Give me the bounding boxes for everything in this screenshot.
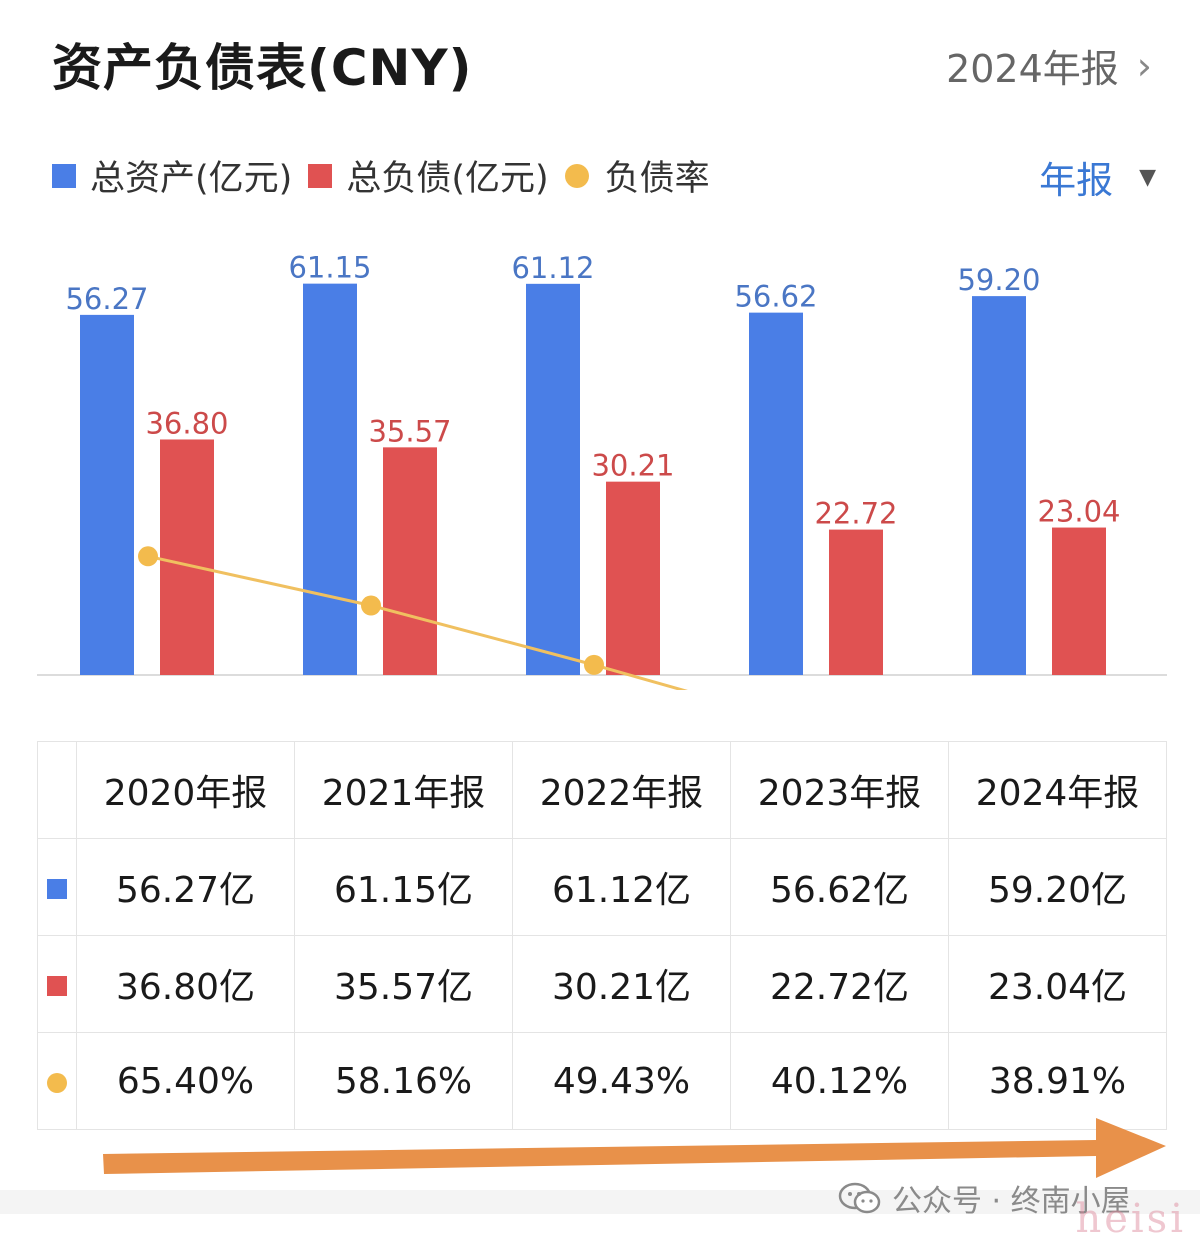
data-label-assets: 61.12 [511, 251, 594, 285]
data-label-liabilities: 22.72 [814, 497, 897, 531]
point-debt-ratio [361, 595, 381, 616]
point-debt-ratio [584, 654, 604, 675]
data-label-liabilities: 23.04 [1037, 495, 1120, 529]
frequency-dropdown[interactable]: 年报 ▼ [1039, 150, 1156, 204]
table-row: 65.40% 58.16% 49.43% 40.12% 38.91% [37, 1032, 1167, 1130]
chart-legend: 总资产(亿元) 总负债(亿元) 负债率 [52, 150, 726, 201]
table-header: 2021年报 [294, 741, 513, 839]
period-selector[interactable]: 2024年报 › [946, 38, 1152, 93]
source-watermark: 公众号 · 终南小屋 [838, 1176, 1131, 1220]
data-label-liabilities: 36.80 [145, 406, 228, 440]
dot-marker-icon [47, 1072, 67, 1093]
table-row: 36.80亿 35.57亿 30.21亿 22.72亿 23.04亿 [37, 935, 1167, 1033]
bar-liabilities [383, 447, 437, 675]
legend-item-debt-ratio[interactable]: 负债率 [564, 150, 710, 201]
table-header: 2023年报 [730, 741, 949, 839]
table-cell: 35.57亿 [294, 935, 513, 1033]
table-cell: 36.80亿 [76, 935, 295, 1033]
table-cell: 59.20亿 [948, 838, 1167, 936]
table-cell: 56.62亿 [730, 838, 949, 936]
row-marker-assets [37, 838, 77, 936]
table-header: 2024年报 [948, 741, 1167, 839]
chevron-right-icon: › [1136, 43, 1152, 88]
legend-item-liabilities[interactable]: 总负债(亿元) [308, 150, 549, 201]
table-cell: 30.21亿 [512, 935, 731, 1033]
legend-label-liabilities: 总负债(亿元) [346, 159, 549, 199]
wechat-icon [838, 1182, 881, 1214]
data-table: 2020年报 2021年报 2022年报 2023年报 2024年报 56.27… [37, 741, 1167, 1130]
bar-liabilities [829, 529, 883, 675]
point-debt-ratio [138, 546, 158, 567]
bar-liabilities [1052, 527, 1106, 675]
table-corner-cell [37, 741, 77, 839]
data-label-assets: 56.27 [65, 282, 148, 316]
bar-liabilities [606, 481, 660, 675]
source-text: 公众号 · 终南小屋 [892, 1184, 1131, 1219]
table-cell: 40.12% [730, 1032, 949, 1130]
legend-label-debt-ratio: 负债率 [604, 159, 710, 199]
page-title: 资产负债表(CNY) [52, 39, 473, 97]
legend-swatch-liabilities [308, 163, 333, 188]
legend-label-assets: 总资产(亿元) [90, 159, 293, 199]
bar-assets [526, 283, 580, 675]
table-header-row: 2020年报 2021年报 2022年报 2023年报 2024年报 [37, 741, 1167, 839]
data-label-assets: 56.62 [734, 280, 817, 314]
square-marker-icon [47, 878, 67, 899]
bar-assets [749, 312, 803, 675]
bar-assets [80, 314, 134, 675]
data-label-liabilities: 30.21 [591, 449, 674, 483]
table-cell: 38.91% [948, 1032, 1167, 1130]
legend-item-assets[interactable]: 总资产(亿元) [52, 150, 292, 201]
row-marker-liabilities [37, 935, 77, 1033]
table-cell: 23.04亿 [948, 935, 1167, 1033]
image-watermark: heisi [1075, 1196, 1186, 1242]
period-label: 2024年报 [946, 47, 1119, 91]
data-label-assets: 61.15 [288, 251, 371, 285]
table-cell: 61.12亿 [512, 838, 731, 936]
bar-liabilities [160, 439, 214, 675]
legend-swatch-debt-ratio [564, 163, 589, 188]
balance-sheet-chart: 56.27 36.80 61.15 35.57 61.12 30.21 56.62 22.72… [37, 251, 1167, 690]
footer-bar [0, 1190, 1200, 1214]
table-cell: 65.40% [76, 1032, 295, 1130]
caret-down-icon: ▼ [1139, 164, 1156, 190]
frequency-label: 年报 [1039, 159, 1114, 202]
table-cell: 61.15亿 [294, 838, 513, 936]
table-row: 56.27亿 61.15亿 61.12亿 56.62亿 59.20亿 [37, 838, 1167, 936]
legend-swatch-assets [52, 163, 76, 188]
table-header: 2022年报 [512, 741, 731, 839]
square-marker-icon [47, 975, 67, 996]
data-label-assets: 59.20 [957, 263, 1040, 297]
data-label-liabilities: 35.57 [368, 414, 451, 448]
arrow-right-icon [103, 1118, 1166, 1178]
table-cell: 58.16% [294, 1032, 513, 1130]
table-header: 2020年报 [76, 741, 295, 839]
table-cell: 22.72亿 [730, 935, 949, 1033]
table-cell: 56.27亿 [76, 838, 295, 936]
bar-assets [303, 283, 357, 675]
bar-assets [972, 296, 1026, 675]
